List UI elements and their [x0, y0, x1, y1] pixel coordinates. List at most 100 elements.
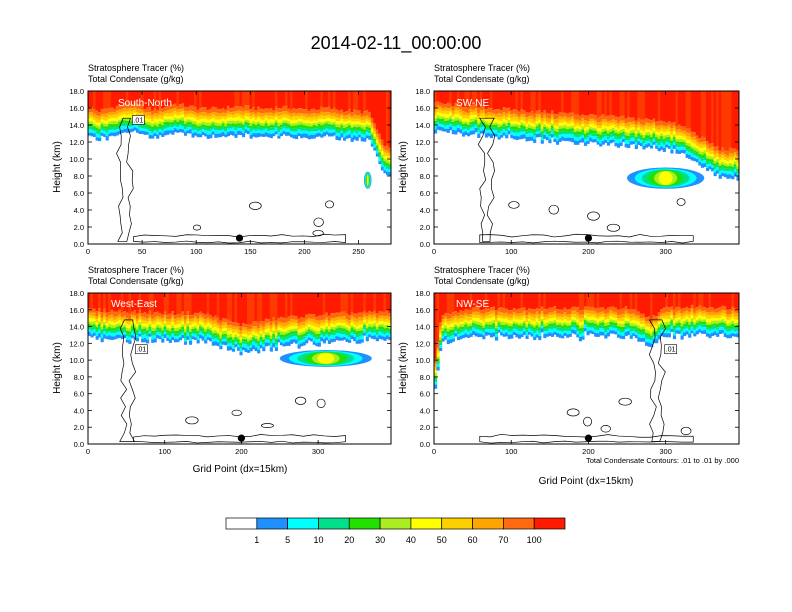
- tracer-cell: [489, 293, 494, 308]
- tracer-cell: [434, 293, 438, 359]
- tracer-cell: [173, 293, 177, 315]
- tracer-cell: [467, 119, 471, 123]
- tracer-cell: [355, 337, 359, 341]
- tracer-cell: [370, 122, 374, 126]
- tracer-cell: [581, 129, 585, 133]
- tracer-cell: [482, 325, 486, 328]
- tracer-cell: [708, 293, 712, 308]
- tracer-cell: [622, 120, 626, 124]
- tracer-cell: [358, 336, 362, 340]
- tracer-cell: [472, 112, 476, 116]
- tracer-cell: [279, 342, 284, 346]
- tracer-cell: [434, 376, 438, 380]
- y-tick-label: 8.0: [420, 172, 430, 181]
- tracer-cell: [459, 332, 463, 336]
- tracer-cell: [617, 326, 621, 329]
- tracer-cell: [219, 320, 223, 325]
- tracer-cell: [128, 114, 132, 119]
- tracer-cell: [586, 129, 590, 133]
- tracer-cell: [209, 314, 213, 320]
- tracer-cell: [500, 332, 504, 336]
- tracer-cell: [133, 124, 137, 128]
- tracer-cell: [586, 126, 590, 130]
- tracer-cell: [632, 323, 636, 327]
- tracer-cell: [639, 327, 644, 330]
- tracer-cell: [548, 127, 552, 131]
- tracer-cell: [274, 116, 278, 121]
- tracer-cell: [163, 125, 167, 129]
- tracer-cell: [589, 137, 593, 142]
- tracer-cell: [138, 313, 142, 318]
- tracer-cell: [479, 333, 483, 338]
- tracer-cell: [302, 130, 306, 134]
- tracer-cell: [100, 126, 104, 130]
- tracer-cell: [186, 315, 190, 319]
- tracer-cell: [670, 293, 674, 307]
- tracer-cell: [186, 114, 190, 117]
- tracer-cell: [461, 323, 466, 327]
- tracer-cell: [383, 316, 387, 320]
- tracer-cell: [153, 127, 157, 131]
- contour-line: [676, 198, 686, 206]
- tracer-cell: [287, 91, 291, 109]
- tracer-cell: [655, 320, 659, 324]
- tracer-cell: [365, 293, 369, 313]
- tracer-cell: [252, 121, 256, 125]
- tracer-cell: [502, 124, 506, 127]
- tracer-cell: [678, 316, 682, 320]
- tracer-cell: [320, 322, 324, 326]
- tracer-cell: [262, 342, 266, 345]
- tracer-cell: [678, 146, 682, 151]
- tracer-cell: [675, 311, 679, 315]
- tracer-cell: [178, 91, 183, 105]
- tracer-cell: [576, 125, 580, 129]
- tracer-cell: [156, 327, 160, 330]
- tracer-cell: [528, 312, 532, 316]
- tracer-cell: [378, 91, 382, 134]
- tracer-cell: [705, 155, 710, 159]
- tracer-cell: [163, 111, 167, 114]
- tracer-cell: [146, 321, 150, 324]
- tracer-cell: [515, 135, 519, 141]
- tracer-cell: [196, 126, 200, 129]
- tracer-cell: [194, 316, 198, 319]
- tracer-cell: [335, 132, 339, 136]
- tracer-cell: [247, 338, 251, 342]
- tracer-cell: [231, 123, 236, 126]
- tracer-cell: [133, 112, 137, 116]
- tracer-cell: [211, 131, 215, 135]
- contour-line: [479, 233, 694, 244]
- tracer-cell: [624, 293, 628, 307]
- tracer-cell: [206, 326, 210, 330]
- tracer-cell: [282, 111, 286, 115]
- tracer-cell: [279, 334, 284, 338]
- tracer-cell: [135, 91, 140, 104]
- tracer-cell: [505, 120, 509, 124]
- tracer-cell: [353, 329, 357, 333]
- tracer-cell: [274, 131, 278, 135]
- tracer-cell: [604, 130, 608, 135]
- tracer-cell: [252, 331, 256, 335]
- tracer-cell: [688, 146, 692, 150]
- tracer-cell: [700, 144, 705, 149]
- tracer-cell: [105, 328, 109, 332]
- tracer-cell: [317, 324, 321, 328]
- tracer-cell: [695, 159, 699, 163]
- tracer-cell: [365, 129, 369, 132]
- tracer-cell: [543, 293, 547, 310]
- tracer-cell: [343, 121, 347, 125]
- tracer-cell: [650, 337, 654, 341]
- tracer-cell: [522, 317, 527, 321]
- tracer-cell: [634, 329, 638, 333]
- tracer-cell: [302, 125, 306, 129]
- tracer-cell: [239, 337, 243, 341]
- tracer-cell: [500, 321, 504, 325]
- contour-line: [477, 117, 496, 242]
- tracer-cell: [512, 293, 516, 309]
- tracer-cell: [252, 133, 256, 137]
- tracer-cell: [226, 117, 230, 121]
- tracer-cell: [290, 319, 294, 323]
- tracer-cell: [479, 130, 483, 134]
- tracer-cell: [540, 140, 544, 144]
- tracer-cell: [295, 335, 299, 340]
